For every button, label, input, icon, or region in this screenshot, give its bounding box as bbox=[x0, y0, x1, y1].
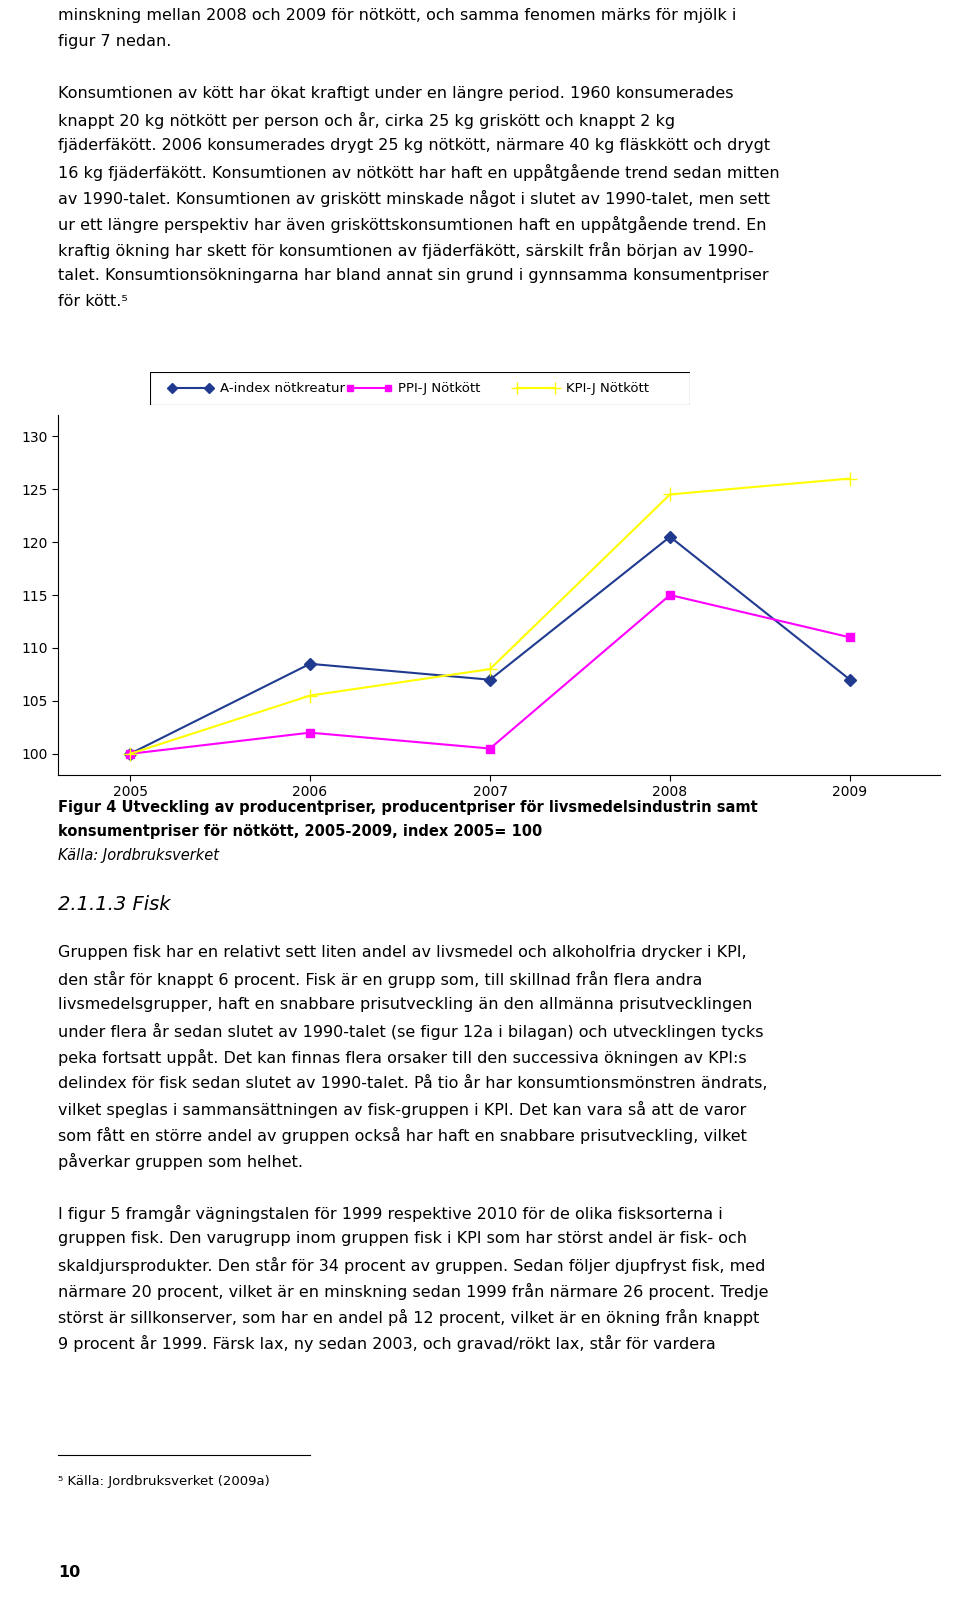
Text: kraftig ökning har skett för konsumtionen av fjäderfäkött, särskilt från början : kraftig ökning har skett för konsumtione… bbox=[58, 243, 754, 259]
Text: den står för knappt 6 procent. Fisk är en grupp som, till skillnad från flera an: den står för knappt 6 procent. Fisk är e… bbox=[58, 970, 703, 988]
Text: minskning mellan 2008 och 2009 för nötkött, och samma fenomen märks för mjölk i: minskning mellan 2008 och 2009 för nötkö… bbox=[58, 8, 736, 23]
Text: knappt 20 kg nötkött per person och år, cirka 25 kg griskött och knappt 2 kg: knappt 20 kg nötkött per person och år, … bbox=[58, 112, 675, 129]
Text: talet. Konsumtionsökningarna har bland annat sin grund i gynnsamma konsumentpris: talet. Konsumtionsökningarna har bland a… bbox=[58, 268, 769, 283]
Text: livsmedelsgrupper, haft en snabbare prisutveckling än den allmänna prisutvecklin: livsmedelsgrupper, haft en snabbare pris… bbox=[58, 998, 753, 1012]
Text: för kött.⁵: för kött.⁵ bbox=[58, 294, 128, 309]
Text: närmare 20 procent, vilket är en minskning sedan 1999 från närmare 26 procent. T: närmare 20 procent, vilket är en minskni… bbox=[58, 1282, 769, 1300]
Text: Figur 4 Utveckling av producentpriser, producentpriser för livsmedelsindustrin s: Figur 4 Utveckling av producentpriser, p… bbox=[58, 800, 757, 815]
Text: A-index nötkreatur: A-index nötkreatur bbox=[220, 382, 346, 395]
Text: under flera år sedan slutet av 1990-talet (se figur 12a i bilagan) och utvecklin: under flera år sedan slutet av 1990-tale… bbox=[58, 1024, 763, 1040]
Text: konsumentpriser för nötkött, 2005-2009, index 2005= 100: konsumentpriser för nötkött, 2005-2009, … bbox=[58, 825, 542, 839]
Text: PPI-J Nötkött: PPI-J Nötkött bbox=[398, 382, 481, 395]
Text: vilket speglas i sammansättningen av fisk-gruppen i KPI. Det kan vara så att de : vilket speglas i sammansättningen av fis… bbox=[58, 1101, 746, 1117]
Text: skaldjursprodukter. Den står för 34 procent av gruppen. Sedan följer djupfryst f: skaldjursprodukter. Den står för 34 proc… bbox=[58, 1256, 765, 1274]
Text: Källa: Jordbruksverket: Källa: Jordbruksverket bbox=[58, 847, 219, 863]
Text: Konsumtionen av kött har ökat kraftigt under en längre period. 1960 konsumerades: Konsumtionen av kött har ökat kraftigt u… bbox=[58, 86, 733, 100]
Text: figur 7 nedan.: figur 7 nedan. bbox=[58, 34, 172, 49]
Text: 16 kg fjäderfäkött. Konsumtionen av nötkött har haft en uppåtgående trend sedan : 16 kg fjäderfäkött. Konsumtionen av nötk… bbox=[58, 163, 780, 181]
Text: 10: 10 bbox=[58, 1565, 81, 1580]
Text: som fått en större andel av gruppen också har haft en snabbare prisutveckling, v: som fått en större andel av gruppen ocks… bbox=[58, 1127, 747, 1143]
Text: gruppen fisk. Den varugrupp inom gruppen fisk i KPI som har störst andel är fisk: gruppen fisk. Den varugrupp inom gruppen… bbox=[58, 1231, 747, 1247]
Text: delindex för fisk sedan slutet av 1990-talet. På tio år har konsumtionsmönstren : delindex för fisk sedan slutet av 1990-t… bbox=[58, 1075, 767, 1091]
Text: peka fortsatt uppåt. Det kan finnas flera orsaker till den successiva ökningen a: peka fortsatt uppåt. Det kan finnas fler… bbox=[58, 1049, 747, 1066]
Text: 2.1.1.3 Fisk: 2.1.1.3 Fisk bbox=[58, 894, 171, 914]
Text: KPI-J Nötkött: KPI-J Nötkött bbox=[565, 382, 649, 395]
Text: ur ett längre perspektiv har även grisköttskonsumtionen haft en uppåtgående tren: ur ett längre perspektiv har även griskö… bbox=[58, 217, 766, 233]
Text: I figur 5 framgår vägningstalen för 1999 respektive 2010 för de olika fisksorter: I figur 5 framgår vägningstalen för 1999… bbox=[58, 1205, 723, 1222]
Text: av 1990-talet. Konsumtionen av griskött minskade något i slutet av 1990-talet, m: av 1990-talet. Konsumtionen av griskött … bbox=[58, 191, 770, 207]
Text: Gruppen fisk har en relativt sett liten andel av livsmedel och alkoholfria dryck: Gruppen fisk har en relativt sett liten … bbox=[58, 944, 747, 960]
Text: fjäderfäkött. 2006 konsumerades drygt 25 kg nötkött, närmare 40 kg fläskkött och: fjäderfäkött. 2006 konsumerades drygt 25… bbox=[58, 137, 770, 154]
Text: 9 procent år 1999. Färsk lax, ny sedan 2003, och gravad/rökt lax, står för varde: 9 procent år 1999. Färsk lax, ny sedan 2… bbox=[58, 1336, 716, 1352]
Text: ⁵ Källa: Jordbruksverket (2009a): ⁵ Källa: Jordbruksverket (2009a) bbox=[58, 1475, 270, 1488]
Text: påverkar gruppen som helhet.: påverkar gruppen som helhet. bbox=[58, 1153, 303, 1171]
Text: störst är sillkonserver, som har en andel på 12 procent, vilket är en ökning frå: störst är sillkonserver, som har en ande… bbox=[58, 1310, 759, 1326]
